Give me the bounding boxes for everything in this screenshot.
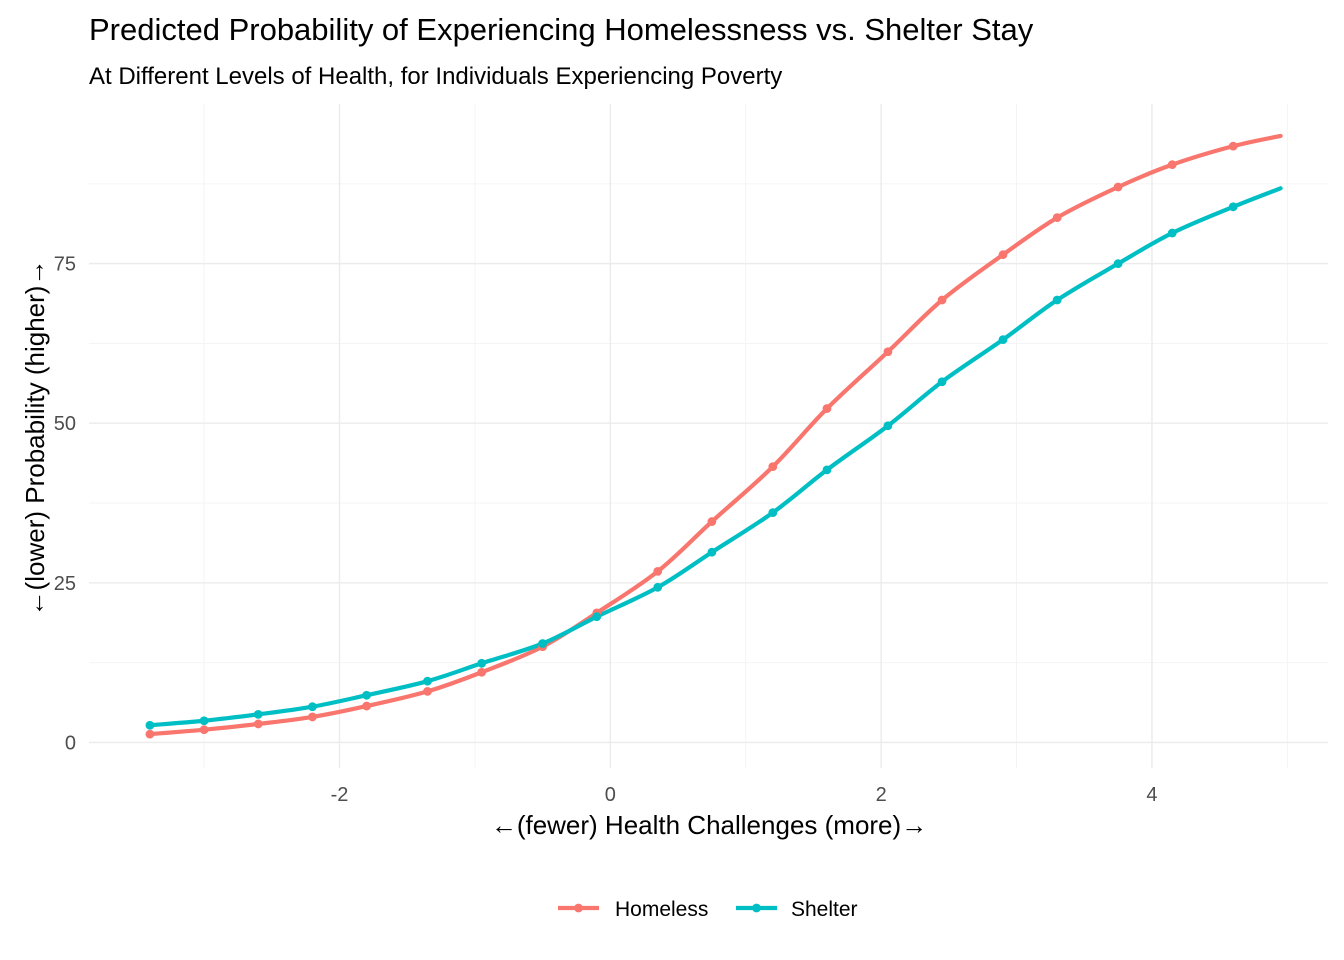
shelter-point xyxy=(1228,202,1238,212)
legend-key-point-homeless xyxy=(574,903,583,913)
homeless-point xyxy=(362,701,371,711)
legend: Homeless Shelter xyxy=(558,898,858,921)
chart-title: Predicted Probability of Experiencing Ho… xyxy=(89,12,1034,47)
shelter-point xyxy=(362,690,371,700)
homeless-point xyxy=(1167,160,1177,170)
x-tick-label: 4 xyxy=(1146,784,1157,806)
homeless-point xyxy=(477,667,487,677)
shelter-point xyxy=(822,465,832,475)
x-tick-labels: -2 0 2 4 xyxy=(331,784,1158,806)
x-tick-label: 2 xyxy=(876,784,887,806)
shelter-point xyxy=(883,421,893,431)
shelter-point xyxy=(1167,228,1177,238)
homeless-point xyxy=(1228,141,1238,151)
homeless-point xyxy=(998,250,1008,260)
homeless-point xyxy=(1052,213,1062,223)
legend-label-homeless: Homeless xyxy=(615,898,708,921)
homeless-point xyxy=(883,347,893,357)
minor-gridlines xyxy=(89,104,1328,768)
homeless-point xyxy=(653,566,663,576)
homeless-point xyxy=(253,719,263,729)
homeless-point xyxy=(199,725,209,735)
major-gridlines xyxy=(89,104,1328,768)
shelter-point xyxy=(308,702,317,712)
homeless-point xyxy=(1113,182,1123,192)
legend-item-homeless: Homeless xyxy=(558,898,708,921)
shelter-point xyxy=(145,720,155,730)
shelter-point xyxy=(1113,259,1123,269)
shelter-point xyxy=(592,612,602,622)
homeless-point xyxy=(937,295,947,305)
homeless-point xyxy=(822,404,832,413)
legend-key-point-shelter xyxy=(752,903,761,913)
y-tick-label: 0 xyxy=(65,732,76,754)
shelter-point xyxy=(423,676,432,686)
x-tick-label: -2 xyxy=(331,784,349,806)
shelter-point xyxy=(199,716,209,726)
y-axis-title: ←(lower) Probability (higher)→ xyxy=(20,260,50,617)
legend-item-shelter: Shelter xyxy=(736,898,858,921)
homeless-point xyxy=(423,686,432,696)
y-tick-label: 50 xyxy=(54,413,76,435)
shelter-point xyxy=(937,377,947,387)
shelter-point xyxy=(1052,295,1062,305)
homeless-point xyxy=(145,729,155,739)
series-lines xyxy=(147,133,1283,737)
y-tick-labels: 0 25 50 75 xyxy=(54,254,76,755)
series-points xyxy=(145,141,1238,739)
shelter-point xyxy=(998,335,1008,344)
shelter-point xyxy=(653,582,663,592)
homeless-point xyxy=(308,712,317,722)
shelter-line xyxy=(147,186,1283,728)
legend-label-shelter: Shelter xyxy=(791,898,858,921)
shelter-point xyxy=(253,709,263,719)
homeless-point xyxy=(707,517,717,526)
y-tick-label: 25 xyxy=(54,573,76,595)
x-axis-title: ←(fewer) Health Challenges (more)→ xyxy=(491,810,927,840)
homeless-line xyxy=(147,133,1283,737)
shelter-point xyxy=(707,547,717,557)
y-tick-label: 75 xyxy=(54,254,76,276)
shelter-point xyxy=(538,639,548,648)
x-tick-label: 0 xyxy=(605,784,616,806)
shelter-point xyxy=(768,508,778,518)
homeless-point xyxy=(768,462,778,472)
chart-subtitle: At Different Levels of Health, for Indiv… xyxy=(89,63,782,90)
shelter-point xyxy=(477,658,487,668)
